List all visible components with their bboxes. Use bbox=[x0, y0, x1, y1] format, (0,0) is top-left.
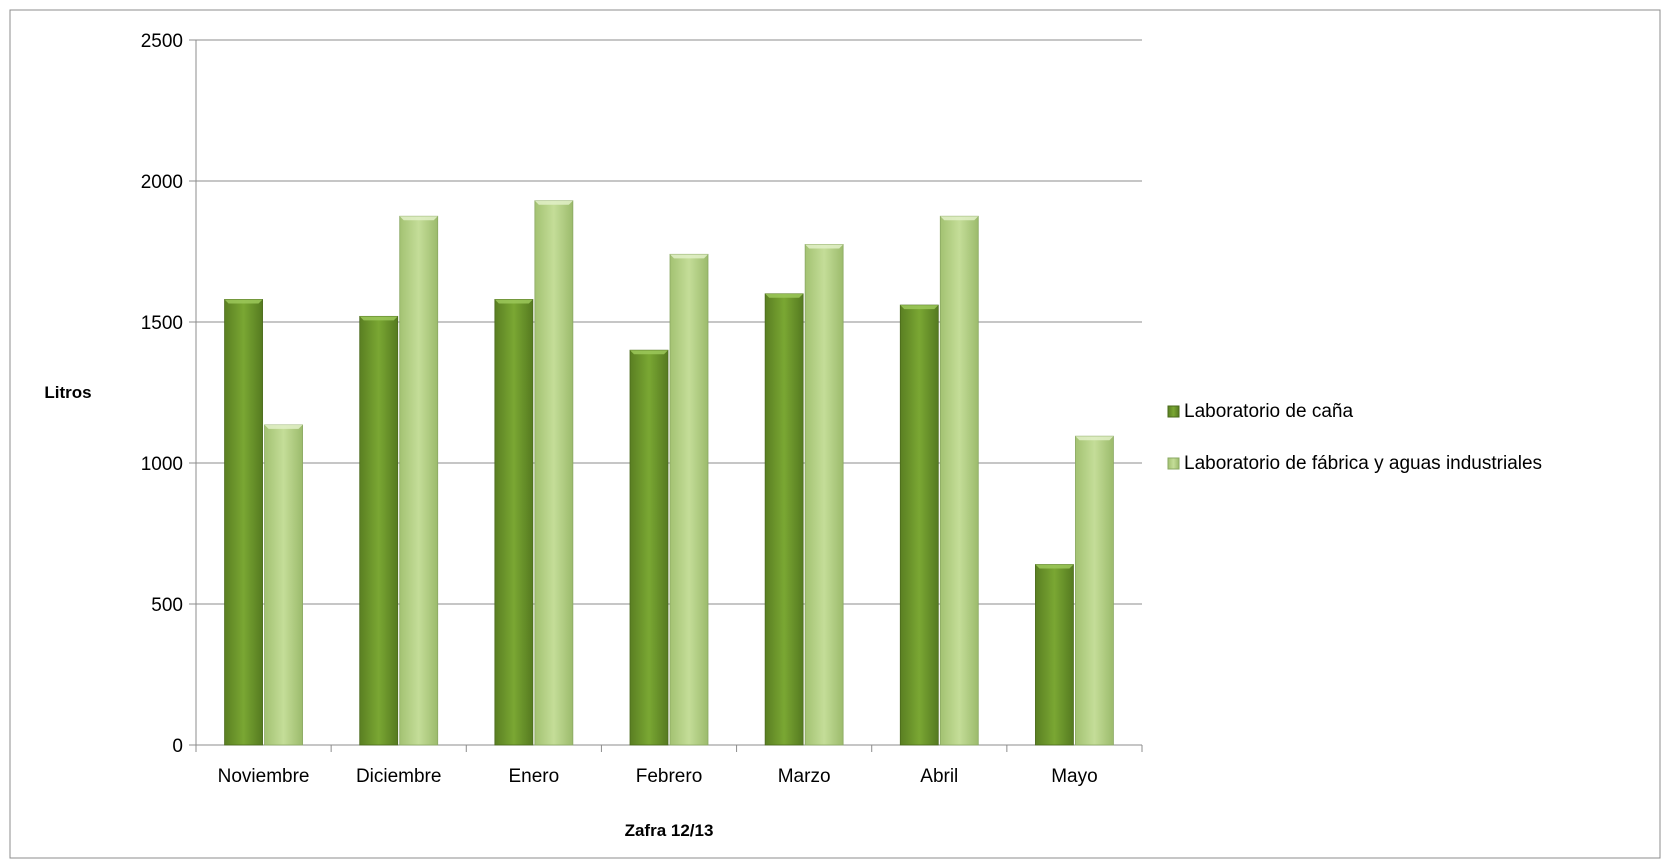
bar-bevel bbox=[534, 200, 573, 205]
bar-bevel bbox=[630, 350, 668, 355]
x-axis-label: Zafra 12/13 bbox=[625, 821, 714, 840]
bar-s0-noviembre bbox=[224, 299, 263, 746]
legend-swatch-0 bbox=[1167, 405, 1180, 418]
x-tick-label: Abril bbox=[920, 766, 958, 787]
bar-bevel bbox=[1035, 564, 1074, 569]
bar-bevel bbox=[224, 299, 263, 304]
bar-s1-noviembre bbox=[264, 424, 303, 746]
x-tick-label: Mayo bbox=[1051, 766, 1097, 787]
bar-s0-enero bbox=[494, 299, 534, 746]
bar-s1-diciembre bbox=[399, 215, 439, 746]
y-tick-label: 1000 bbox=[141, 454, 183, 475]
bar-s0-marzo bbox=[764, 293, 804, 746]
bar-bevel bbox=[900, 305, 939, 310]
legend: Laboratorio de caña Laboratorio de fábri… bbox=[1167, 401, 1542, 474]
bar-s1-abril bbox=[939, 215, 979, 746]
y-axis-ticks: 0 500 1000 1500 2000 2500 bbox=[141, 31, 1142, 757]
legend-label-1: Laboratorio de fábrica y aguas industria… bbox=[1184, 453, 1542, 474]
x-tick-label: Febrero bbox=[636, 766, 703, 787]
y-tick-label: 500 bbox=[151, 595, 183, 616]
bar-bevel bbox=[670, 254, 708, 259]
bar-bevel bbox=[399, 216, 438, 221]
legend-swatch-1 bbox=[1167, 457, 1180, 470]
bar-s0-diciembre bbox=[359, 315, 399, 746]
x-tick-label: Enero bbox=[509, 766, 560, 787]
bar-bevel bbox=[1075, 436, 1114, 441]
x-tick-label: Diciembre bbox=[356, 766, 442, 787]
y-tick-label: 2500 bbox=[141, 31, 183, 52]
bars bbox=[224, 200, 1114, 746]
bar-bevel bbox=[494, 299, 533, 304]
bar-s0-febrero bbox=[629, 349, 669, 746]
x-tick-label: Marzo bbox=[778, 766, 831, 787]
bar-bevel bbox=[359, 316, 398, 321]
bar-bevel bbox=[805, 244, 844, 249]
bar-bevel bbox=[765, 293, 804, 298]
y-tick-label: 2000 bbox=[141, 172, 183, 193]
bar-s1-mayo bbox=[1075, 435, 1114, 746]
legend-label-0: Laboratorio de caña bbox=[1184, 401, 1353, 422]
bar-bevel bbox=[940, 216, 979, 221]
bar-s1-febrero bbox=[669, 253, 709, 746]
x-tick-label: Noviembre bbox=[218, 766, 310, 787]
bar-s1-enero bbox=[534, 200, 574, 746]
y-axis-label: Litros bbox=[44, 383, 91, 402]
x-axis-ticks: Noviembre Diciembre Enero Febrero Marzo Abril… bbox=[195, 745, 1143, 787]
bar-s0-mayo bbox=[1035, 564, 1074, 746]
y-tick-label: 1500 bbox=[141, 313, 183, 334]
y-tick-label: 0 bbox=[172, 736, 183, 757]
bar-s0-abril bbox=[899, 304, 939, 746]
gridlines bbox=[196, 39, 1142, 605]
bar-s1-marzo bbox=[804, 244, 844, 746]
bar-bevel bbox=[264, 424, 303, 429]
